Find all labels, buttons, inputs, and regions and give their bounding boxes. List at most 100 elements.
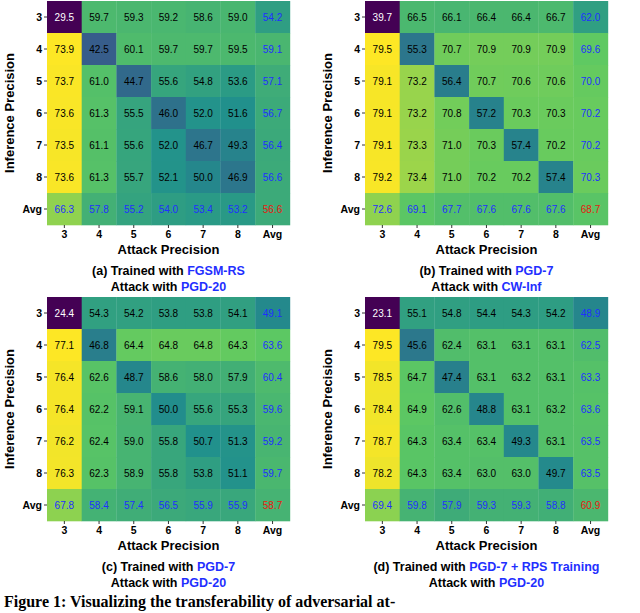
y-tick [44,145,47,146]
heatmap-cell [82,161,117,193]
heatmap-cell [47,489,82,521]
heatmap-cell [151,33,186,65]
y-tick [44,49,47,50]
heatmap-cell [116,297,151,329]
cell-label: 64.8 [159,340,179,351]
y-tick [362,345,365,346]
y-tick-label: Avg [23,499,42,511]
heatmap-cell [434,33,469,65]
heatmap-cell [504,97,539,129]
heatmap-cell [573,393,608,425]
heatmap-cell [47,161,82,193]
y-tick [362,313,365,314]
cell-label: 63.1 [511,404,531,415]
heatmap-cell [400,489,435,521]
x-tick-label: 7 [518,228,524,240]
cell-label: 51.1 [228,468,248,479]
heatmap-cell [504,161,539,193]
cell-label: 63.0 [511,468,531,479]
cell-label: 55.6 [193,404,213,415]
heatmap-cell [255,161,290,193]
heatmap-cell [539,361,574,393]
heatmap-cell [151,129,186,161]
cell-label: 55.3 [228,404,248,415]
cell-label: 57.1 [263,76,283,87]
heatmap-cell [539,129,574,161]
x-tick-label: 3 [61,228,67,240]
cell-label: 63.4 [442,468,462,479]
y-tick-label: 5 [36,371,42,383]
heatmap-cell [365,33,400,65]
cell-label: 55.5 [124,108,144,119]
cell-label: 70.2 [546,140,566,151]
cell-label: 70.6 [511,76,531,87]
cell-label: 73.2 [407,108,427,119]
cell-label: 62.0 [581,12,601,23]
heatmap-cell [469,329,504,361]
heatmap-cell [186,361,221,393]
y-tick [44,177,47,178]
cell-label: 55.7 [124,172,144,183]
y-tick-label: 3 [36,11,42,23]
heatmap-cell [151,457,186,489]
y-tick-label: 5 [36,75,42,87]
y-tick [44,505,47,506]
training-method: FGSM-RS [187,264,245,278]
cell-label: 70.9 [511,44,531,55]
cell-label: 64.7 [407,372,427,383]
cell-label: 66.7 [546,12,566,23]
cell-label: 54.1 [228,308,248,319]
y-tick-label: Avg [341,499,360,511]
heatmap-cell [47,193,82,225]
cell-label: 56.5 [159,500,179,511]
cell-label: 64.3 [407,436,427,447]
cell-label: 70.9 [546,44,566,55]
cell-label: 70.3 [581,172,601,183]
heatmap-cell [47,97,82,129]
cell-label: 50.7 [193,436,213,447]
cell-label: 63.1 [511,340,531,351]
cell-label: 55.9 [228,500,248,511]
heatmap-cell [400,329,435,361]
heatmap-cell [400,193,435,225]
heatmap-cell [573,425,608,457]
heatmap-cell [47,457,82,489]
heatmap-cell [365,361,400,393]
heatmap-cell [221,393,256,425]
cell-label: 39.7 [373,12,393,23]
heatmap-cell [539,425,574,457]
title-text: (d) Trained with [373,560,469,574]
cell-label: 70.0 [581,76,601,87]
panel-title: (d) Trained with PGD-7 + RPS Training [373,560,599,574]
cell-label: 69.6 [581,44,601,55]
cell-label: 70.9 [477,44,497,55]
cell-label: 78.5 [373,372,393,383]
cell-label: 53.4 [193,204,213,215]
x-axis-label: Attack Precision [436,538,538,553]
cell-label: 58.8 [546,500,566,511]
cell-label: 61.3 [89,172,109,183]
cell-label: 76.4 [55,404,75,415]
heatmap-cell [151,361,186,393]
cell-label: 67.6 [477,204,497,215]
heatmap-cell [151,329,186,361]
heatmap-panel: 24.454.354.253.853.854.149.177.146.864.4… [2,297,290,590]
heatmap-cell [255,129,290,161]
heatmap-cell [47,1,82,33]
heatmap-cell [116,193,151,225]
x-tick-label: 7 [200,228,206,240]
heatmap-cell [47,361,82,393]
y-tick-label: 7 [36,435,42,447]
heatmap-cell [539,297,574,329]
x-axis-label: Attack Precision [118,538,220,553]
cell-label: 67.7 [442,204,462,215]
x-tick-label: 4 [96,524,102,536]
cell-label: 67.8 [55,500,75,511]
cell-label: 57.2 [477,108,497,119]
cell-label: 70.2 [581,108,601,119]
heatmap-panel: 23.155.154.854.454.354.248.979.545.662.4… [320,297,608,590]
heatmap-cell [434,97,469,129]
heatmap-cell [82,393,117,425]
heatmap-cell [186,425,221,457]
heatmap-cell [400,65,435,97]
